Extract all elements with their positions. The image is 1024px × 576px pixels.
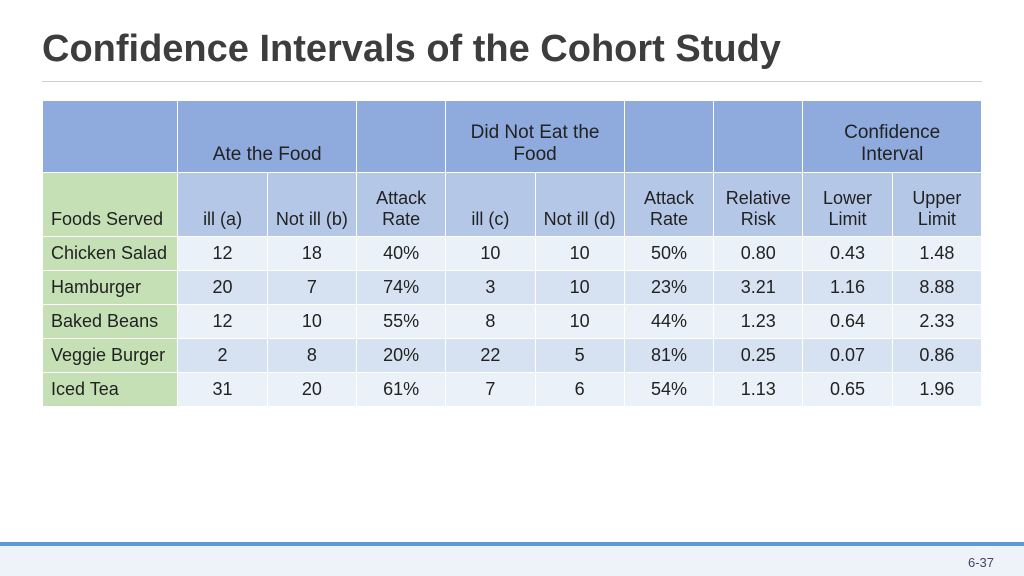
- data-cell: 6: [535, 373, 624, 407]
- data-cell: 1.96: [892, 373, 981, 407]
- sub-header-cell: Foods Served: [43, 173, 178, 237]
- data-cell: 18: [267, 237, 356, 271]
- sub-header-cell: ill (a): [178, 173, 267, 237]
- data-cell: 44%: [624, 305, 713, 339]
- sub-header-cell: Not ill (d): [535, 173, 624, 237]
- data-cell: 0.65: [803, 373, 892, 407]
- page-number: 6-37: [968, 555, 994, 570]
- data-cell: 1.13: [714, 373, 803, 407]
- food-name-cell: Chicken Salad: [43, 237, 178, 271]
- data-cell: 7: [267, 271, 356, 305]
- data-cell: 1.48: [892, 237, 981, 271]
- sub-header-cell: Attack Rate: [624, 173, 713, 237]
- super-header-cell: [43, 101, 178, 173]
- data-cell: 31: [178, 373, 267, 407]
- data-cell: 1.23: [714, 305, 803, 339]
- data-cell: 22: [446, 339, 535, 373]
- sub-header-cell: Lower Limit: [803, 173, 892, 237]
- data-cell: 12: [178, 305, 267, 339]
- data-cell: 8: [446, 305, 535, 339]
- data-cell: 7: [446, 373, 535, 407]
- data-cell: 3: [446, 271, 535, 305]
- table-sub-header: Foods Servedill (a)Not ill (b)Attack Rat…: [43, 173, 982, 237]
- data-cell: 23%: [624, 271, 713, 305]
- data-cell: 81%: [624, 339, 713, 373]
- slide-footer: 6-37: [0, 542, 1024, 576]
- food-name-cell: Baked Beans: [43, 305, 178, 339]
- data-cell: 10: [535, 271, 624, 305]
- data-cell: 2: [178, 339, 267, 373]
- data-cell: 20: [267, 373, 356, 407]
- super-header-cell: [356, 101, 445, 173]
- super-header-cell: Did Not Eat the Food: [446, 101, 625, 173]
- data-cell: 10: [535, 305, 624, 339]
- super-header-cell: Ate the Food: [178, 101, 357, 173]
- food-name-cell: Iced Tea: [43, 373, 178, 407]
- data-cell: 0.07: [803, 339, 892, 373]
- data-cell: 0.86: [892, 339, 981, 373]
- data-cell: 55%: [356, 305, 445, 339]
- data-cell: 40%: [356, 237, 445, 271]
- cohort-table: Ate the Food Did Not Eat the Food Confiden…: [42, 100, 982, 407]
- data-cell: 0.43: [803, 237, 892, 271]
- food-name-cell: Hamburger: [43, 271, 178, 305]
- sub-header-cell: Attack Rate: [356, 173, 445, 237]
- data-cell: 8.88: [892, 271, 981, 305]
- data-cell: 0.64: [803, 305, 892, 339]
- super-header-cell: Confidence Interval: [803, 101, 982, 173]
- data-cell: 61%: [356, 373, 445, 407]
- table-super-header: Ate the Food Did Not Eat the Food Confiden…: [43, 101, 982, 173]
- data-cell: 10: [446, 237, 535, 271]
- super-header-cell: [624, 101, 713, 173]
- data-cell: 50%: [624, 237, 713, 271]
- data-cell: 74%: [356, 271, 445, 305]
- slide-title: Confidence Intervals of the Cohort Study: [42, 28, 982, 82]
- sub-header-cell: Relative Risk: [714, 173, 803, 237]
- table-row: Chicken Salad121840%101050%0.800.431.48: [43, 237, 982, 271]
- data-cell: 10: [267, 305, 356, 339]
- super-header-cell: [714, 101, 803, 173]
- data-cell: 20%: [356, 339, 445, 373]
- data-cell: 2.33: [892, 305, 981, 339]
- data-cell: 5: [535, 339, 624, 373]
- sub-header-cell: Upper Limit: [892, 173, 981, 237]
- data-cell: 20: [178, 271, 267, 305]
- data-cell: 0.25: [714, 339, 803, 373]
- table-row: Baked Beans121055%81044%1.230.642.33: [43, 305, 982, 339]
- table-row: Iced Tea312061%7654%1.130.651.96: [43, 373, 982, 407]
- sub-header-cell: Not ill (b): [267, 173, 356, 237]
- table-row: Veggie Burger2820%22581%0.250.070.86: [43, 339, 982, 373]
- table-row: Hamburger20774%31023%3.211.168.88: [43, 271, 982, 305]
- data-cell: 10: [535, 237, 624, 271]
- data-cell: 8: [267, 339, 356, 373]
- data-cell: 54%: [624, 373, 713, 407]
- data-cell: 1.16: [803, 271, 892, 305]
- data-cell: 12: [178, 237, 267, 271]
- data-cell: 0.80: [714, 237, 803, 271]
- slide: Confidence Intervals of the Cohort Study…: [0, 0, 1024, 576]
- data-cell: 3.21: [714, 271, 803, 305]
- sub-header-cell: ill (c): [446, 173, 535, 237]
- food-name-cell: Veggie Burger: [43, 339, 178, 373]
